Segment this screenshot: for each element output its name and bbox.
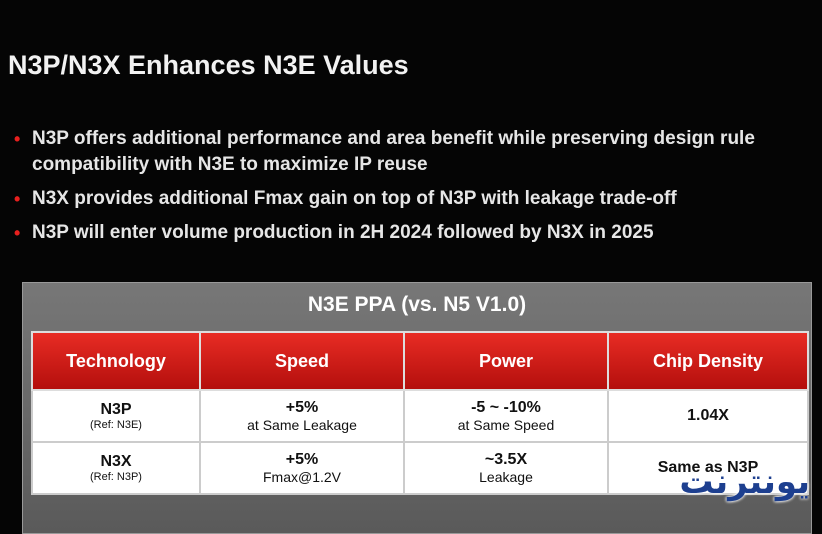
column-header: Speed [199, 331, 405, 391]
column-header: Power [403, 331, 609, 391]
cell-sub: Leakage [479, 469, 533, 485]
cell-sub: (Ref: N3P) [90, 471, 142, 483]
bullet-text: N3P offers additional performance and ar… [32, 128, 755, 175]
table-cell: +5% at Same Leakage [199, 389, 405, 443]
watermark: یونترنت [679, 463, 810, 501]
table-row: N3P (Ref: N3E) +5% at Same Leakage -5 ~ -10%… [31, 389, 809, 443]
bullet-text: N3X provides additional Fmax gain on top… [32, 188, 677, 209]
cell-sub: at Same Leakage [247, 417, 357, 433]
cell-main: -5 ~ -10% [471, 399, 541, 416]
bullet-list: • N3P offers additional performance and a… [12, 126, 820, 254]
table-caption: N3E PPA (vs. N5 V1.0) [307, 293, 527, 316]
cell-main: N3X [100, 453, 132, 470]
bullet-dot: • [14, 189, 21, 209]
column-header: Technology [31, 331, 201, 391]
cell-main: ~3.5X [484, 451, 528, 468]
table-cell: -5 ~ -10% at Same Speed [403, 389, 609, 443]
bullet: • N3X provides additional Fmax gain on to… [12, 186, 820, 212]
cell-main: +5% [285, 399, 319, 416]
table-cell: Same as N3P [607, 441, 809, 495]
bullet-text: N3P will enter volume production in 2H 2… [32, 222, 654, 243]
cell-sub: at Same Speed [457, 417, 555, 433]
cell-main: 1.04X [687, 407, 729, 424]
cell-sub: (Ref: N3E) [90, 419, 142, 431]
table-cell: 1.04X [607, 389, 809, 443]
cell-main: +5% [285, 451, 319, 468]
slide-title: N3P/N3X Enhances N3E Values [8, 50, 409, 80]
table-cell: +5% Fmax@1.2V [199, 441, 405, 495]
table-body: N3P (Ref: N3E) +5% at Same Leakage -5 ~ -10%… [31, 389, 809, 495]
table-cell: N3X (Ref: N3P) [31, 441, 201, 495]
cell-sub: Fmax@1.2V [262, 469, 341, 485]
ppa-table: Technology Speed Power Chip Density N3P (Ref… [31, 331, 809, 495]
table-cell: ~3.5X Leakage [403, 441, 609, 495]
table-cell: N3P (Ref: N3E) [31, 389, 201, 443]
bullet: • N3P will enter volume production in 2H … [12, 220, 820, 246]
cell-main: N3P [100, 401, 132, 418]
header-row: Technology Speed Power Chip Density [31, 331, 809, 391]
table-row: N3X (Ref: N3P) +5% Fmax@1.2V ~3.5X Leakage Sam… [31, 441, 809, 495]
cell-main: Same as N3P [657, 459, 759, 476]
column-header: Chip Density [607, 331, 809, 391]
bullet: • N3P offers additional performance and a… [12, 126, 820, 178]
bullet-dot: • [14, 129, 21, 149]
bullet-dot: • [14, 223, 21, 243]
table-panel: N3E PPA (vs. N5 V1.0) Technology Speed Pow… [22, 282, 812, 534]
page: N3P/N3X Enhances N3E Values • N3P offers … [8, 50, 820, 534]
